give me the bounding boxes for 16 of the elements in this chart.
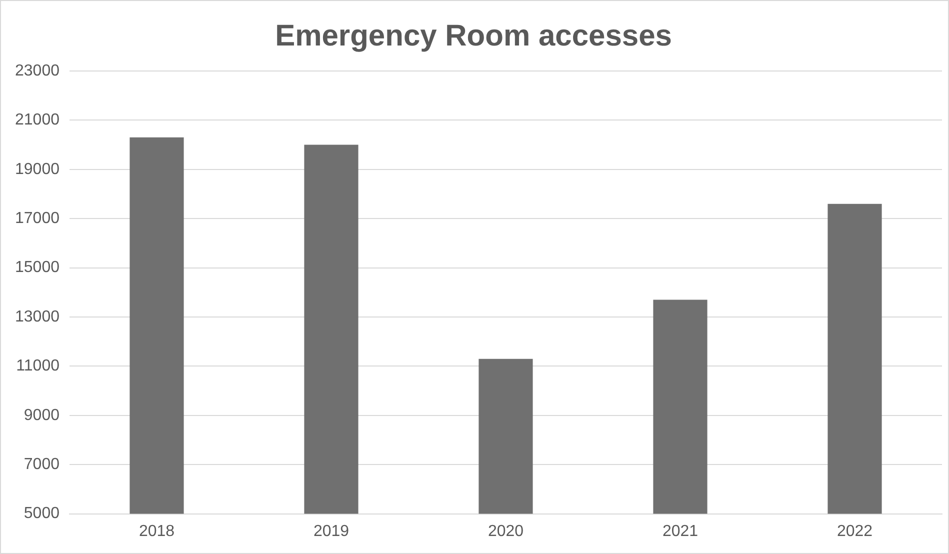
x-tick-label: 2022 [836, 522, 873, 540]
y-tick-label: 5000 [24, 505, 60, 522]
y-tick-label: 13000 [14, 308, 60, 326]
y-tick-label: 7000 [24, 456, 60, 474]
x-tick-label: 2019 [313, 522, 350, 540]
chart-title: Emergency Room accesses [275, 19, 672, 52]
x-tick-label: 2018 [138, 522, 175, 540]
y-tick-label: 15000 [14, 259, 60, 276]
y-tick-label: 9000 [24, 406, 60, 424]
y-tick-label: 17000 [14, 210, 60, 228]
y-tick-label: 19000 [14, 160, 60, 178]
y-tick-label: 23000 [14, 62, 60, 80]
y-tick-label: 21000 [14, 112, 60, 129]
x-tick-label: 2020 [488, 522, 524, 540]
y-tick-label: 11000 [16, 358, 60, 375]
x-tick-label: 2021 [662, 522, 698, 540]
